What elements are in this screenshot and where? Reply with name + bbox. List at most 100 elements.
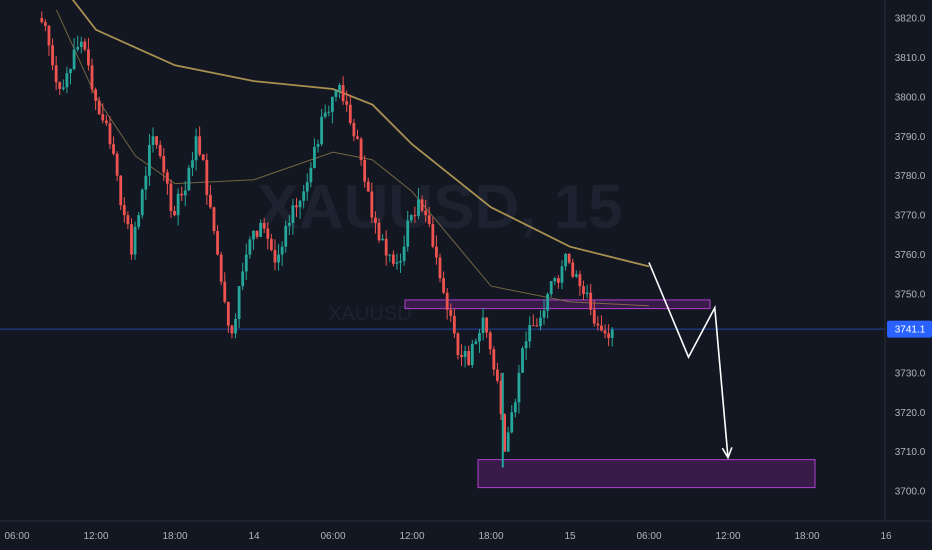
candle <box>83 38 87 52</box>
candle <box>266 222 270 250</box>
candle <box>413 206 417 223</box>
candle <box>234 313 237 339</box>
candle <box>431 217 435 249</box>
candle <box>169 179 173 218</box>
candle <box>320 109 324 146</box>
candle <box>180 186 184 201</box>
candle <box>381 234 385 241</box>
candle <box>366 177 370 192</box>
candle <box>399 253 402 273</box>
candle <box>69 68 72 85</box>
current-price-tag: 3741.1 <box>887 320 932 338</box>
candle <box>255 230 259 240</box>
candle <box>262 217 266 234</box>
candle <box>284 220 288 253</box>
candle <box>298 199 302 219</box>
candle <box>122 197 126 223</box>
candle <box>252 230 255 250</box>
candle <box>219 251 223 286</box>
watermark-symbol-sub: XAUUSD <box>328 303 411 325</box>
candle <box>223 272 227 304</box>
candle <box>496 362 499 384</box>
candle <box>521 346 524 373</box>
candle <box>148 133 151 186</box>
candle <box>352 118 356 142</box>
candle <box>295 197 298 218</box>
candle <box>130 218 133 260</box>
candle <box>531 314 535 327</box>
candle <box>216 225 219 256</box>
price-tick-label: 3730.0 <box>895 368 926 379</box>
candle <box>524 331 528 361</box>
candle <box>140 188 144 219</box>
candle <box>388 254 392 262</box>
candle <box>553 276 557 286</box>
candle <box>273 239 277 271</box>
candle <box>158 140 162 159</box>
time-tick-label: 18:00 <box>478 531 503 542</box>
time-tick-label: 06:00 <box>320 531 345 542</box>
price-tick-label: 3710.0 <box>895 447 926 458</box>
projection-arrow[interactable] <box>648 262 729 458</box>
candle <box>460 344 463 367</box>
candle <box>391 250 395 267</box>
candle <box>183 181 187 207</box>
candle <box>133 221 137 260</box>
candle <box>144 166 148 200</box>
time-tick-label: 14 <box>248 531 260 542</box>
candle <box>596 316 600 331</box>
candle <box>316 139 320 153</box>
price-tick-label: 3750.0 <box>895 290 926 301</box>
candle <box>61 79 65 91</box>
candle <box>600 315 603 332</box>
candle <box>79 36 83 54</box>
candle <box>470 339 474 368</box>
watermark-symbol: XAUUSD, 15 <box>257 173 622 242</box>
time-tick-label: 15 <box>564 531 576 542</box>
candle <box>309 161 313 188</box>
candle <box>420 195 424 213</box>
candle <box>438 253 442 283</box>
candle <box>87 37 90 71</box>
candle <box>556 275 560 289</box>
candle <box>463 345 467 368</box>
candle <box>467 345 471 367</box>
candle <box>58 81 62 95</box>
candle <box>330 96 334 124</box>
candle <box>542 299 546 325</box>
time-tick-label: 06:00 <box>4 531 29 542</box>
candle <box>226 301 230 333</box>
candle <box>592 300 596 327</box>
candle <box>402 235 406 266</box>
target-zone[interactable] <box>477 459 816 489</box>
candle <box>409 214 413 223</box>
resistance-zone[interactable] <box>404 299 711 310</box>
candle <box>76 35 80 52</box>
candle <box>370 182 374 224</box>
candle <box>248 236 252 259</box>
candle <box>485 317 489 338</box>
time-tick-label: 18:00 <box>162 531 187 542</box>
candle <box>205 153 209 205</box>
candle <box>194 128 198 171</box>
time-axis-panel[interactable] <box>0 521 932 550</box>
candle <box>277 243 280 271</box>
candle <box>406 210 410 252</box>
candle <box>287 214 291 236</box>
moving-averages-layer <box>56 0 650 307</box>
price-tick-label: 3700.0 <box>895 487 926 498</box>
candle <box>209 184 212 209</box>
candle <box>481 308 485 341</box>
candle <box>65 66 69 94</box>
candle <box>384 230 388 266</box>
time-tick-label: 06:00 <box>636 531 661 542</box>
candle <box>323 104 327 119</box>
price-axis-panel[interactable] <box>885 0 932 521</box>
time-tick-label: 12:00 <box>399 531 424 542</box>
candle <box>327 105 331 117</box>
price-axis: 3820.0 3810.0 3800.0 3790.0 3780.0 3770.0 3760… <box>895 14 926 498</box>
candle <box>280 241 284 267</box>
candle <box>162 147 166 182</box>
candle <box>137 212 141 230</box>
